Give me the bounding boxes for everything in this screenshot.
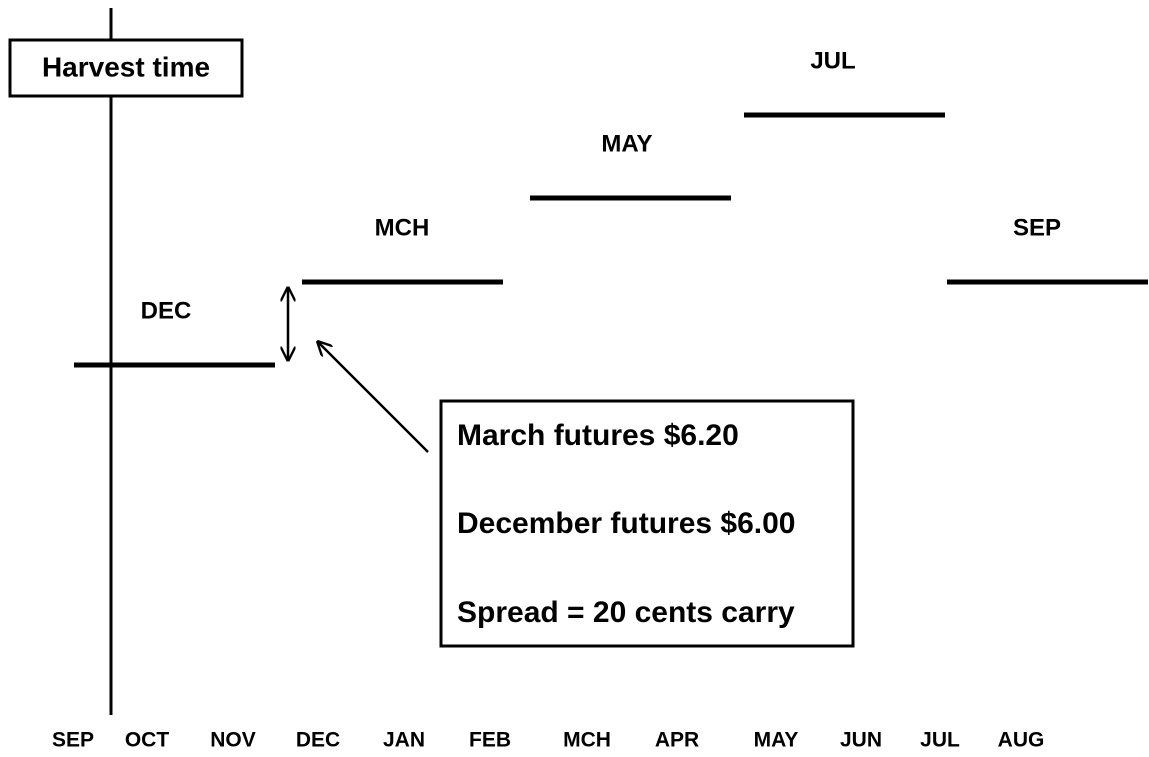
months: SEP OCT NOV DEC JAN FEB MCH APR MAY JUN JUL AUG — [52, 729, 1044, 752]
contracts: DEC MCH MAY JUL SEP — [74, 47, 1148, 368]
month-label: AUG — [998, 729, 1045, 752]
contract-label: MAY — [601, 130, 652, 157]
month-label: MCH — [563, 729, 611, 752]
contract-label: SEP — [1013, 214, 1061, 241]
month-label: SEP — [52, 729, 94, 752]
month-label: FEB — [469, 729, 511, 752]
month-label: JUL — [920, 729, 960, 752]
harvest-box — [8, 38, 244, 98]
month-label: NOV — [210, 729, 256, 752]
contract-label: JUL — [810, 47, 855, 74]
contract-label: DEC — [141, 297, 192, 324]
callout-line: Spread = 20 cents carry — [457, 596, 795, 629]
month-label: JAN — [383, 729, 425, 752]
contract-label: MCH — [375, 214, 430, 241]
callout-line: December futures $6.00 — [457, 507, 796, 540]
callout-line: March futures $6.20 — [457, 419, 739, 452]
callout-box — [439, 399, 855, 648]
month-label: JUN — [840, 729, 882, 752]
callout-arrow — [318, 342, 429, 453]
month-label: MAY — [754, 729, 799, 752]
month-label: APR — [655, 729, 699, 752]
month-label: DEC — [296, 729, 340, 752]
harvest-label: Harvest time — [42, 51, 210, 82]
month-label: OCT — [125, 729, 170, 752]
